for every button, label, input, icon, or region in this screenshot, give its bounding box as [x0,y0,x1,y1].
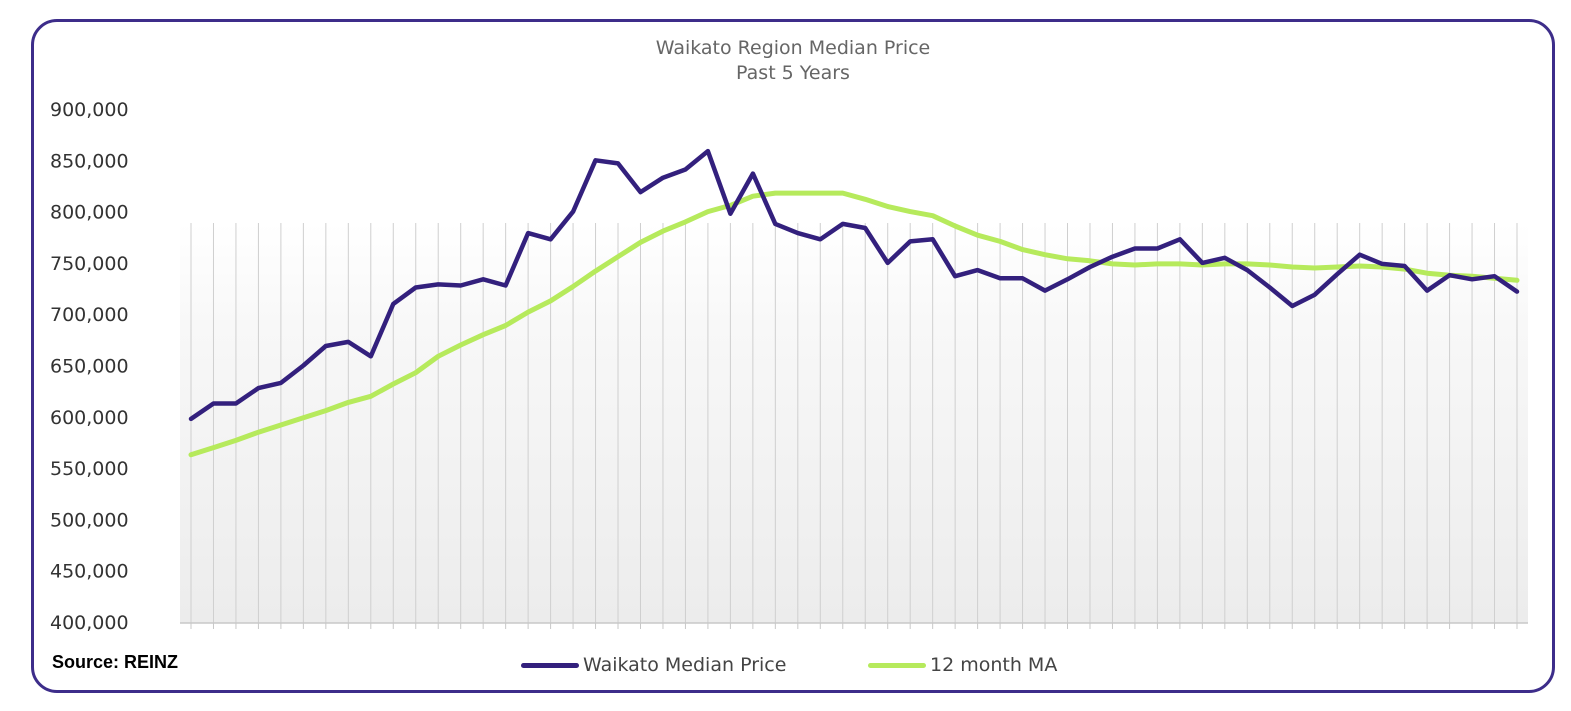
series-line-median-price [188,148,1520,422]
chart-subtitle: Past 5 Years [736,62,850,84]
legend-swatch-median [521,662,579,668]
y-tick-label: 700,000 [50,304,129,326]
source-label: Source: REINZ [52,652,179,672]
y-tick-label: 550,000 [50,458,129,480]
series-lines [188,148,1520,458]
series-line-12-month-ma [188,190,1520,458]
legend-item-median: Waikato Median Price [521,650,786,680]
vertical-gridlines [190,223,1518,623]
y-axis-ticks: 400,000 450,000 500,000 550,000 600,000 650,0… [50,99,129,634]
legend-swatch-ma [868,662,926,668]
chart-title: Waikato Region Median Price [655,37,931,59]
y-tick-label: 850,000 [50,150,129,172]
y-tick-label: 750,000 [50,253,129,275]
plot-area-background [180,223,1528,623]
y-tick-label: 450,000 [50,561,129,583]
x-axis-tick-marks [190,623,1518,629]
y-tick-label: 400,000 [50,612,129,634]
legend-label-median: Waikato Median Price [583,654,787,676]
y-tick-label: 900,000 [50,99,129,121]
y-tick-label: 800,000 [50,202,129,224]
legend: Waikato Median Price 12 month MA [0,650,1571,680]
y-tick-label: 500,000 [50,509,129,531]
chart-title-block: Waikato Region Median Price Past 5 Years [0,36,1571,86]
y-tick-label: 600,000 [50,407,129,429]
y-tick-label: 650,000 [50,356,129,378]
legend-item-ma: 12 month MA [868,650,1057,680]
legend-label-ma: 12 month MA [930,654,1058,676]
